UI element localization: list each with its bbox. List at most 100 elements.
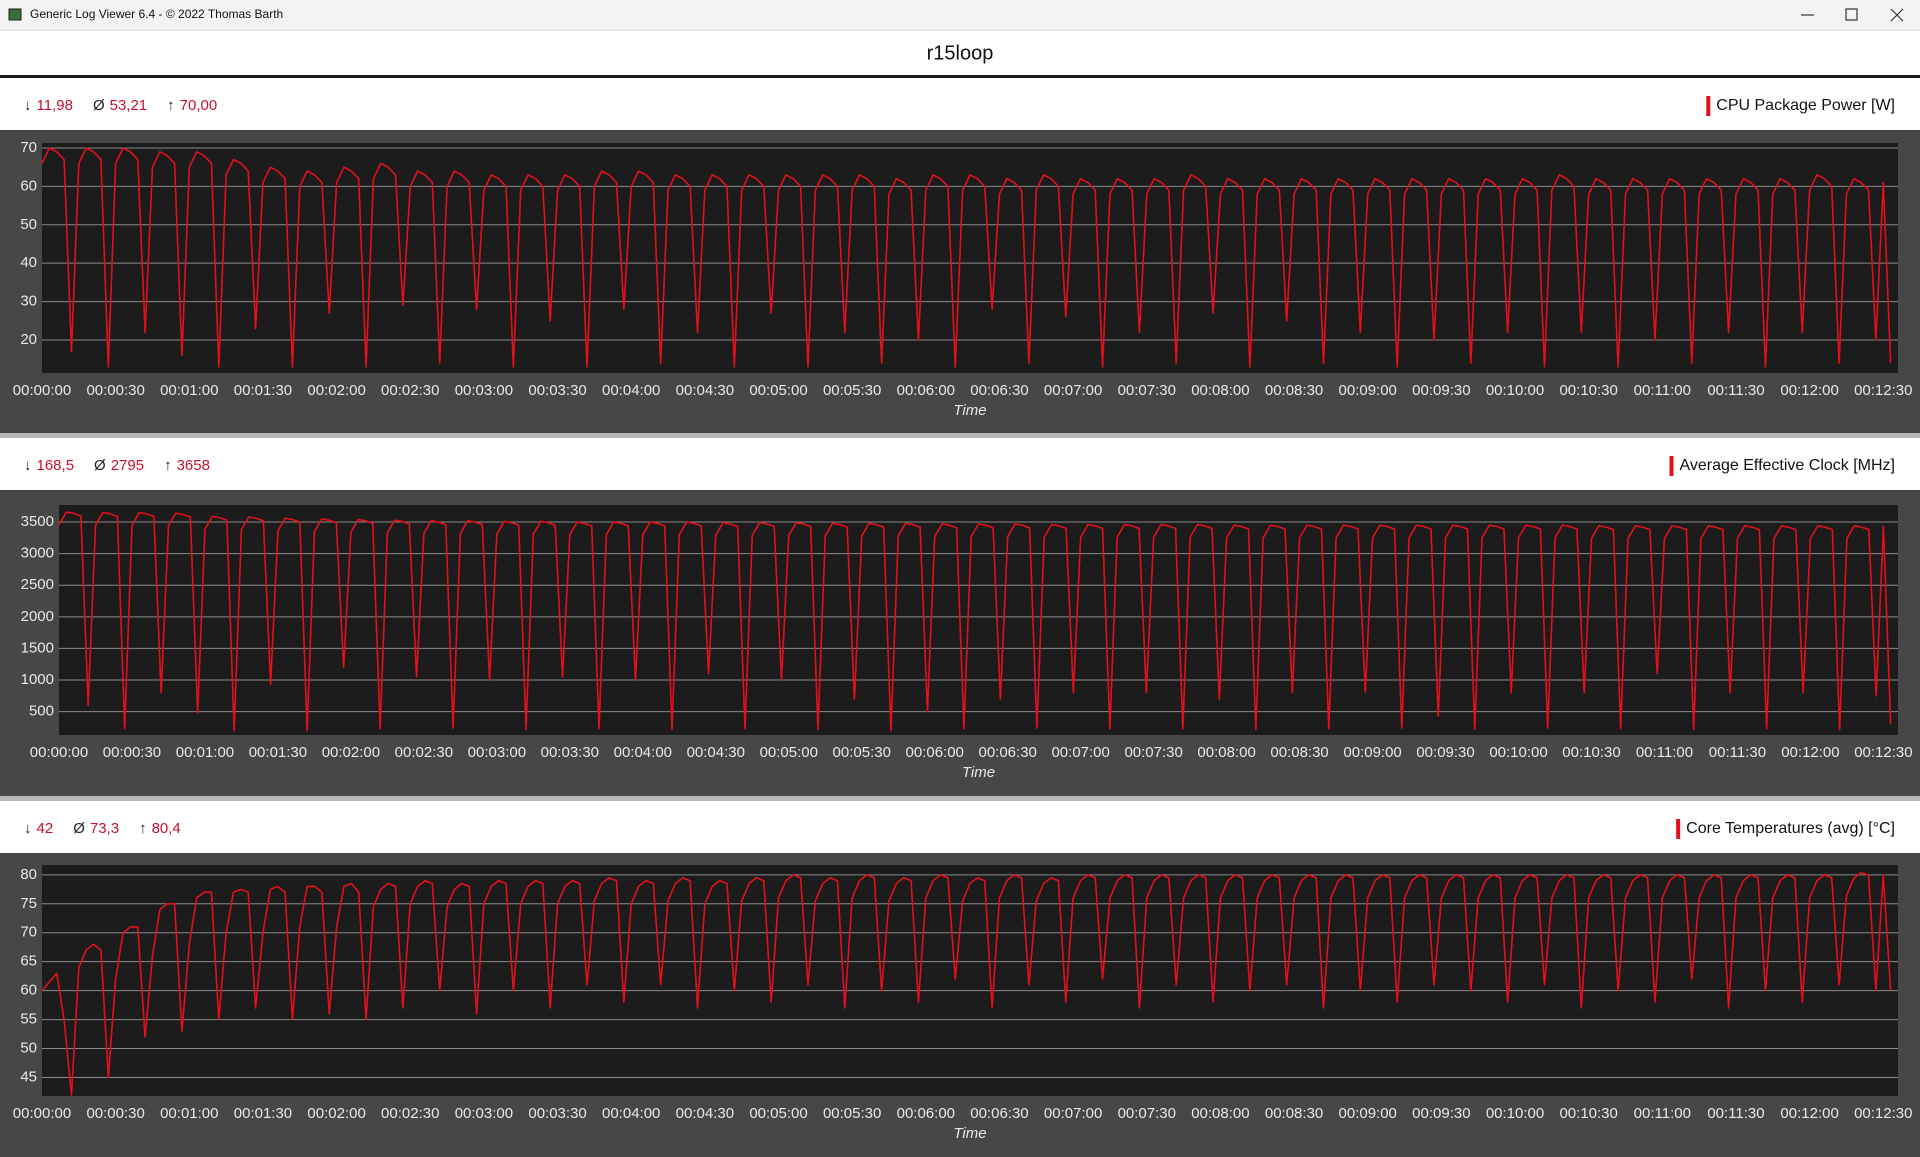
stat-value: 53,21 [110,97,148,114]
x-tick-label: 00:10:00 [1489,744,1547,761]
x-tick-label: 00:07:00 [1051,744,1109,761]
x-tick-label: 00:07:00 [1044,382,1102,399]
x-tick-label: 00:00:00 [13,1105,71,1122]
x-tick-label: 00:06:00 [906,744,964,761]
x-tick-label: 00:02:30 [381,1105,439,1122]
x-tick-label: 00:01:30 [234,1105,292,1122]
x-tick-label: 00:04:30 [687,744,745,761]
panel-header [0,438,1920,490]
x-tick-label: 00:05:30 [823,382,881,399]
x-tick-label: 00:10:30 [1559,1105,1617,1122]
x-tick-label: 00:07:30 [1118,382,1176,399]
x-tick-label: 00:08:30 [1270,744,1328,761]
y-tick-label: 30 [20,293,37,310]
x-tick-label: 00:08:00 [1191,1105,1249,1122]
x-tick-label: 00:05:00 [749,382,807,399]
panel-separator [0,433,1920,438]
x-tick-label: 00:11:00 [1636,744,1693,761]
x-tick-label: 00:09:00 [1339,1105,1397,1122]
x-tick-label: 00:07:00 [1044,1105,1102,1122]
y-tick-label: 1000 [21,671,54,688]
y-tick-label: 55 [20,1011,37,1028]
stats: ↓ 168,5 Ø 2795 ↑ 3658 [24,457,210,474]
y-tick-label: 20 [20,331,37,348]
x-tick-label: 00:06:00 [897,1105,955,1122]
x-tick-label: 00:02:30 [395,744,453,761]
x-tick-label: 00:05:30 [823,1105,881,1122]
panel-header [0,78,1920,130]
stat-symbol: ↑ [164,457,172,474]
x-tick-label: 00:09:00 [1343,744,1401,761]
x-tick-label: 00:08:30 [1265,1105,1323,1122]
x-tick-label: 00:03:30 [528,382,586,399]
x-tick-label: 00:12:30 [1854,744,1912,761]
x-tick-label: 00:00:00 [13,382,71,399]
x-tick-label: 00:12:30 [1854,1105,1912,1122]
x-tick-label: 00:10:30 [1562,744,1620,761]
legend-swatch [1669,456,1674,476]
x-tick-label: 00:11:30 [1709,744,1766,761]
x-tick-label: 00:08:00 [1197,744,1255,761]
stat-value: 70,00 [180,97,218,114]
x-tick-label: 00:02:00 [307,382,365,399]
x-tick-label: 00:03:30 [541,744,599,761]
legend-label: Core Temperatures (avg) [°C] [1686,820,1895,837]
x-tick-label: 00:09:30 [1412,382,1470,399]
x-tick-label: 00:00:30 [103,744,161,761]
y-tick-label: 70 [20,924,37,941]
x-tick-label: 00:04:00 [602,382,660,399]
y-tick-label: 70 [20,139,37,156]
x-tick-label: 00:09:30 [1416,744,1474,761]
x-tick-label: 00:04:30 [676,382,734,399]
close-button[interactable] [1890,8,1904,22]
legend-label: Average Effective Clock [MHz] [1680,457,1896,474]
x-tick-label: 00:11:00 [1634,1105,1691,1122]
y-tick-label: 2500 [21,576,54,593]
header-title: r15loop [927,42,994,64]
y-tick-label: 60 [20,982,37,999]
x-tick-label: 00:01:00 [160,382,218,399]
x-tick-label: 00:12:00 [1780,1105,1838,1122]
x-tick-label: 00:05:30 [833,744,891,761]
plot-area [42,143,1898,373]
stat-symbol: Ø [73,820,85,837]
x-axis-label: Time [953,1125,986,1142]
x-tick-label: 00:04:00 [602,1105,660,1122]
x-tick-label: 00:08:00 [1191,382,1249,399]
stat-value: 3658 [177,457,210,474]
series-line [58,511,1892,732]
x-tick-label: 00:09:00 [1339,382,1397,399]
series-line [41,147,1892,368]
y-tick-label: 3000 [21,545,54,562]
x-tick-label: 00:10:00 [1486,1105,1544,1122]
y-tick-label: 1500 [21,639,54,656]
panel-separator [0,796,1920,801]
x-tick-label: 00:01:30 [234,382,292,399]
x-tick-label: 00:06:30 [978,744,1036,761]
x-tick-label: 00:04:30 [676,1105,734,1122]
x-tick-label: 00:12:30 [1854,382,1912,399]
x-tick-label: 00:01:00 [160,1105,218,1122]
stats: ↓ 42 Ø 73,3 ↑ 80,4 [24,820,181,837]
x-tick-label: 00:08:30 [1265,382,1323,399]
maximize-button[interactable] [1845,8,1858,21]
app-icon [8,8,22,21]
x-tick-label: 00:02:30 [381,382,439,399]
x-tick-label: 00:04:00 [614,744,672,761]
x-tick-label: 00:03:00 [468,744,526,761]
x-tick-label: 00:11:00 [1634,382,1691,399]
stat-value: 42 [37,820,54,837]
x-axis-label: Time [953,402,986,419]
x-tick-label: 00:03:00 [455,382,513,399]
x-tick-label: 00:00:00 [30,744,88,761]
y-tick-label: 45 [20,1068,37,1085]
stat-symbol: ↑ [167,97,175,114]
x-tick-label: 00:01:30 [249,744,307,761]
x-tick-label: 00:06:30 [970,1105,1028,1122]
x-tick-label: 00:05:00 [760,744,818,761]
y-tick-label: 50 [20,216,37,233]
stat-value: 73,3 [90,820,119,837]
panel-header [0,801,1920,853]
